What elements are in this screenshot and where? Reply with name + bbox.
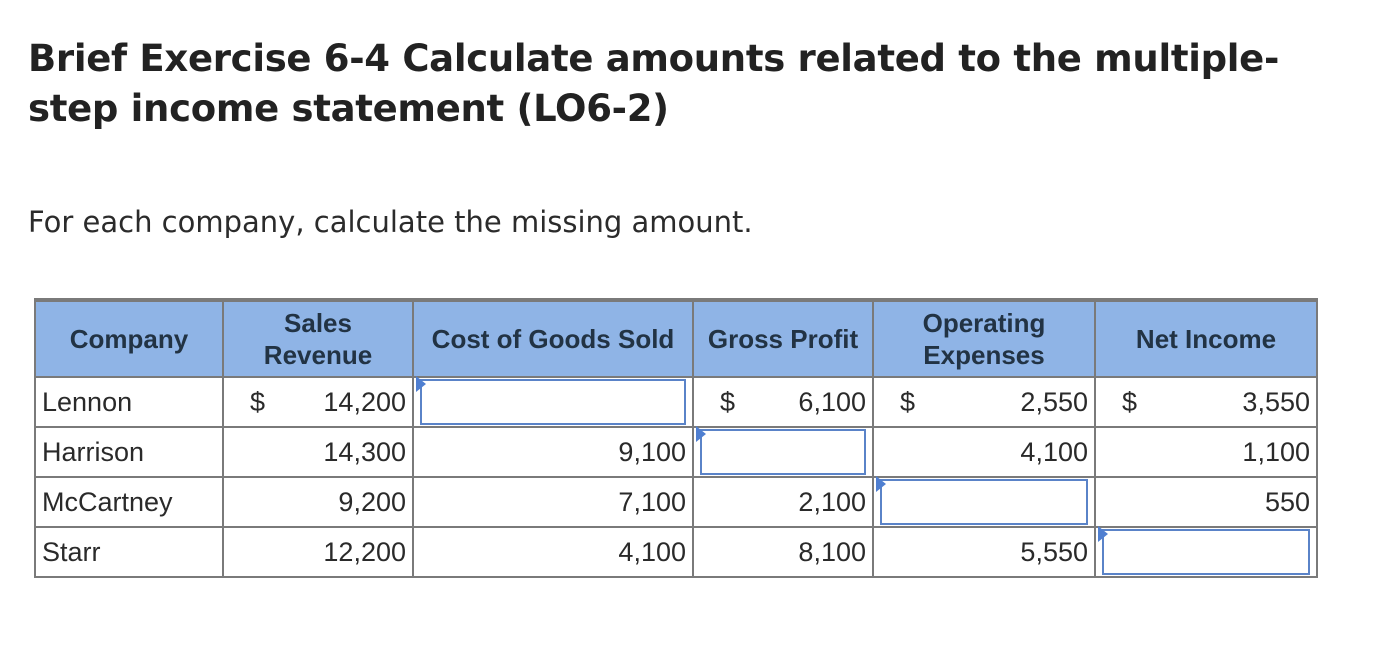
operating-expenses-amount: 2,550 xyxy=(1020,386,1088,417)
income-statement-table: Company Sales Revenue Cost of Goods Sold… xyxy=(34,298,1318,578)
net-income-value: 550 xyxy=(1094,476,1318,528)
gross-profit-amount: 6,100 xyxy=(798,386,866,417)
currency-symbol: $ xyxy=(720,386,736,417)
harrison-gross-profit-input[interactable] xyxy=(700,429,866,475)
currency-symbol: $ xyxy=(1122,386,1138,417)
table-row-lennon: Lennon $ 14,200 $ 6,100 $ 2,550 $ 3,550 xyxy=(34,376,1318,428)
table-header-row: Company Sales Revenue Cost of Goods Sold… xyxy=(34,298,1318,378)
net-income-value: 1,100 xyxy=(1094,426,1318,478)
gross-profit-input-cell[interactable] xyxy=(692,426,874,478)
exercise-instructions: For each company, calculate the missing … xyxy=(28,205,753,239)
sales-revenue-value: $ 14,200 xyxy=(222,376,414,428)
header-gross-profit: Gross Profit xyxy=(692,298,874,378)
header-cost-of-goods-sold: Cost of Goods Sold xyxy=(412,298,694,378)
sales-revenue-amount: 14,200 xyxy=(323,386,406,417)
operating-expenses-value: 4,100 xyxy=(872,426,1096,478)
lennon-cogs-input[interactable] xyxy=(420,379,686,425)
header-company: Company xyxy=(34,298,224,378)
starr-net-income-input[interactable] xyxy=(1102,529,1310,575)
operating-expenses-value: 5,550 xyxy=(872,526,1096,578)
operating-expenses-value: $ 2,550 xyxy=(872,376,1096,428)
cogs-value: 4,100 xyxy=(412,526,694,578)
header-net-income: Net Income xyxy=(1094,298,1318,378)
table-row-starr: Starr 12,200 4,100 8,100 5,550 xyxy=(34,526,1318,578)
company-name: Harrison xyxy=(34,426,224,478)
currency-symbol: $ xyxy=(250,386,266,417)
sales-revenue-value: 14,300 xyxy=(222,426,414,478)
company-name: Lennon xyxy=(34,376,224,428)
net-income-input-cell[interactable] xyxy=(1094,526,1318,578)
gross-profit-value: 8,100 xyxy=(692,526,874,578)
net-income-amount: 3,550 xyxy=(1242,386,1310,417)
mccartney-operating-expenses-input[interactable] xyxy=(880,479,1088,525)
sales-revenue-value: 12,200 xyxy=(222,526,414,578)
exercise-title: Brief Exercise 6-4 Calculate amounts rel… xyxy=(28,37,1280,130)
gross-profit-value: $ 6,100 xyxy=(692,376,874,428)
table-row-harrison: Harrison 14,300 9,100 4,100 1,100 xyxy=(34,426,1318,478)
triangle-flag-icon xyxy=(1098,526,1108,542)
company-name: Starr xyxy=(34,526,224,578)
triangle-flag-icon xyxy=(876,476,886,492)
header-sales-revenue: Sales Revenue xyxy=(222,298,414,378)
net-income-value: $ 3,550 xyxy=(1094,376,1318,428)
triangle-flag-icon xyxy=(696,426,706,442)
cogs-input-cell[interactable] xyxy=(412,376,694,428)
header-operating-expenses: Operating Expenses xyxy=(872,298,1096,378)
cogs-value: 9,100 xyxy=(412,426,694,478)
triangle-flag-icon xyxy=(416,376,426,392)
table-row-mccartney: McCartney 9,200 7,100 2,100 550 xyxy=(34,476,1318,528)
company-name: McCartney xyxy=(34,476,224,528)
gross-profit-value: 2,100 xyxy=(692,476,874,528)
operating-expenses-input-cell[interactable] xyxy=(872,476,1096,528)
currency-symbol: $ xyxy=(900,386,916,417)
cogs-value: 7,100 xyxy=(412,476,694,528)
sales-revenue-value: 9,200 xyxy=(222,476,414,528)
